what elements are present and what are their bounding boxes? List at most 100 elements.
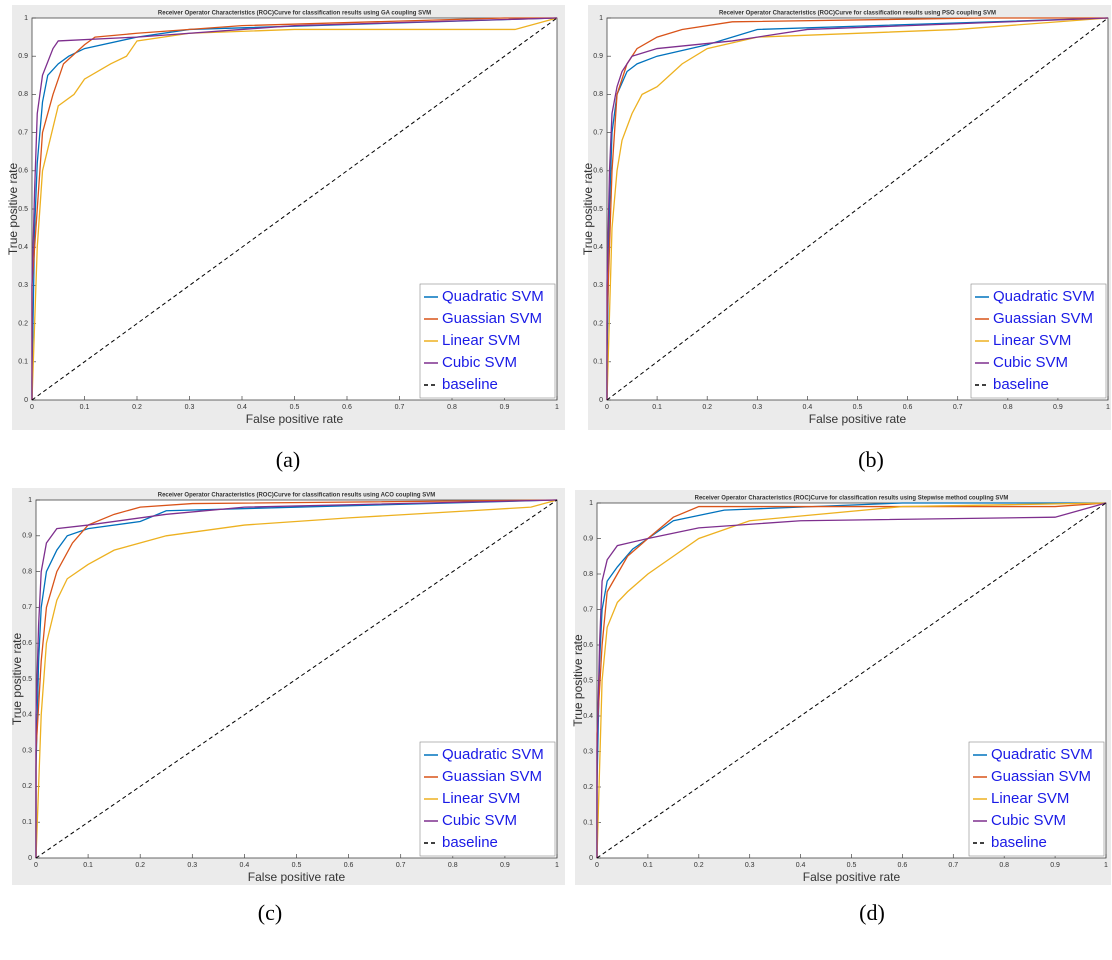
legend-label: Linear SVM (993, 332, 1071, 349)
y-tick-label: 0.8 (593, 91, 603, 98)
y-tick-label: 0 (589, 855, 593, 862)
legend-label: Linear SVM (442, 790, 520, 807)
x-tick-label: 0.4 (240, 862, 250, 869)
x-tick-label: 0.3 (745, 862, 755, 869)
x-tick-label: 0.8 (447, 404, 457, 411)
x-tick-label: 1 (1104, 862, 1108, 869)
chart: Receiver Operator Characteristics (ROC)C… (6, 5, 565, 472)
legend-label: baseline (993, 376, 1049, 393)
y-tick-label: 0.3 (18, 282, 28, 289)
x-tick-label: 0.8 (999, 862, 1009, 869)
legend-label: Guassian SVM (442, 310, 542, 327)
legend-label: Quadratic SVM (991, 746, 1093, 763)
legend-label: Quadratic SVM (442, 288, 544, 305)
y-tick-label: 1 (599, 15, 603, 22)
y-tick-label: 0.7 (18, 129, 28, 136)
legend-label: baseline (991, 834, 1047, 851)
x-axis-label: False positive rate (809, 412, 907, 426)
x-tick-label: 0 (34, 862, 38, 869)
legend-label: Cubic SVM (993, 354, 1068, 371)
y-tick-label: 0.8 (22, 568, 32, 575)
y-axis-label: True positive rate (581, 163, 595, 256)
chart-title: Receiver Operator Characteristics (ROC)C… (695, 496, 1009, 502)
y-tick-label: 0.3 (583, 748, 593, 755)
legend-label: Guassian SVM (991, 768, 1091, 785)
y-tick-label: 0.7 (593, 129, 603, 136)
x-tick-label: 0.2 (132, 404, 142, 411)
chart: Receiver Operator Characteristics (ROC)C… (10, 488, 565, 925)
x-tick-label: 0.3 (187, 862, 197, 869)
caption: (d) (859, 900, 885, 925)
y-tick-label: 0 (28, 855, 32, 862)
y-tick-label: 0.9 (22, 533, 32, 540)
x-tick-label: 0.2 (694, 862, 704, 869)
x-tick-label: 0.7 (396, 862, 406, 869)
caption: (a) (276, 447, 300, 472)
x-tick-label: 0.9 (500, 404, 510, 411)
x-tick-label: 1 (555, 862, 559, 869)
x-tick-label: 0.9 (1053, 404, 1063, 411)
x-tick-label: 0.7 (395, 404, 405, 411)
x-axis-label: False positive rate (803, 870, 901, 884)
x-tick-label: 0.6 (344, 862, 354, 869)
x-tick-label: 0.3 (752, 404, 762, 411)
y-axis-label: True positive rate (6, 163, 20, 256)
x-tick-label: 0.7 (948, 862, 958, 869)
x-tick-label: 0.5 (290, 404, 300, 411)
x-tick-label: 0.8 (448, 862, 458, 869)
legend-label: Guassian SVM (442, 768, 542, 785)
x-tick-label: 0.6 (898, 862, 908, 869)
x-tick-label: 1 (555, 404, 559, 411)
legend-label: baseline (442, 834, 498, 851)
y-tick-label: 0.1 (593, 359, 603, 366)
y-tick-label: 0.8 (583, 571, 593, 578)
x-tick-label: 0.1 (643, 862, 653, 869)
x-tick-label: 0.4 (237, 404, 247, 411)
y-tick-label: 0 (599, 397, 603, 404)
legend-label: Guassian SVM (993, 310, 1093, 327)
chart-title: Receiver Operator Characteristics (ROC)C… (158, 11, 431, 17)
x-tick-label: 0.2 (135, 862, 145, 869)
legend-label: Cubic SVM (442, 812, 517, 829)
legend-label: Quadratic SVM (993, 288, 1095, 305)
legend-label: Cubic SVM (991, 812, 1066, 829)
caption: (b) (858, 447, 884, 472)
chart: Receiver Operator Characteristics (ROC)C… (581, 5, 1111, 472)
legend-label: baseline (442, 376, 498, 393)
legend-label: Linear SVM (442, 332, 520, 349)
x-tick-label: 0.6 (342, 404, 352, 411)
x-tick-label: 0.9 (1050, 862, 1060, 869)
y-tick-label: 0.1 (583, 819, 593, 826)
y-tick-label: 0.1 (22, 819, 32, 826)
x-tick-label: 0.5 (847, 862, 857, 869)
y-tick-label: 1 (24, 15, 28, 22)
legend-label: Linear SVM (991, 790, 1069, 807)
x-tick-label: 0.4 (796, 862, 806, 869)
x-tick-label: 0.4 (803, 404, 813, 411)
y-tick-label: 0 (24, 397, 28, 404)
y-tick-label: 0.7 (583, 606, 593, 613)
x-tick-label: 0.7 (953, 404, 963, 411)
page: {"chart_data": [ {"type": "line", "title… (0, 0, 1112, 960)
chart: Receiver Operator Characteristics (ROC)C… (571, 490, 1111, 925)
y-tick-label: 0.9 (593, 53, 603, 60)
x-tick-label: 0 (595, 862, 599, 869)
x-tick-label: 0.6 (903, 404, 913, 411)
chart-title: Receiver Operator Characteristics (ROC)C… (719, 11, 996, 17)
y-tick-label: 1 (589, 500, 593, 507)
x-tick-label: 0 (605, 404, 609, 411)
y-tick-label: 1 (28, 497, 32, 504)
y-tick-label: 0.9 (583, 535, 593, 542)
figure: Receiver Operator Characteristics (ROC)C… (0, 0, 1112, 960)
y-tick-label: 0.3 (593, 282, 603, 289)
x-axis-label: False positive rate (248, 870, 346, 884)
x-tick-label: 0 (30, 404, 34, 411)
x-tick-label: 0.1 (83, 862, 93, 869)
legend-label: Quadratic SVM (442, 746, 544, 763)
chart-title: Receiver Operator Characteristics (ROC)C… (158, 493, 436, 499)
y-tick-label: 0.2 (583, 784, 593, 791)
x-tick-label: 0.5 (292, 862, 302, 869)
y-tick-label: 0.7 (22, 604, 32, 611)
y-tick-label: 0.3 (22, 747, 32, 754)
y-axis-label: True positive rate (571, 634, 585, 727)
